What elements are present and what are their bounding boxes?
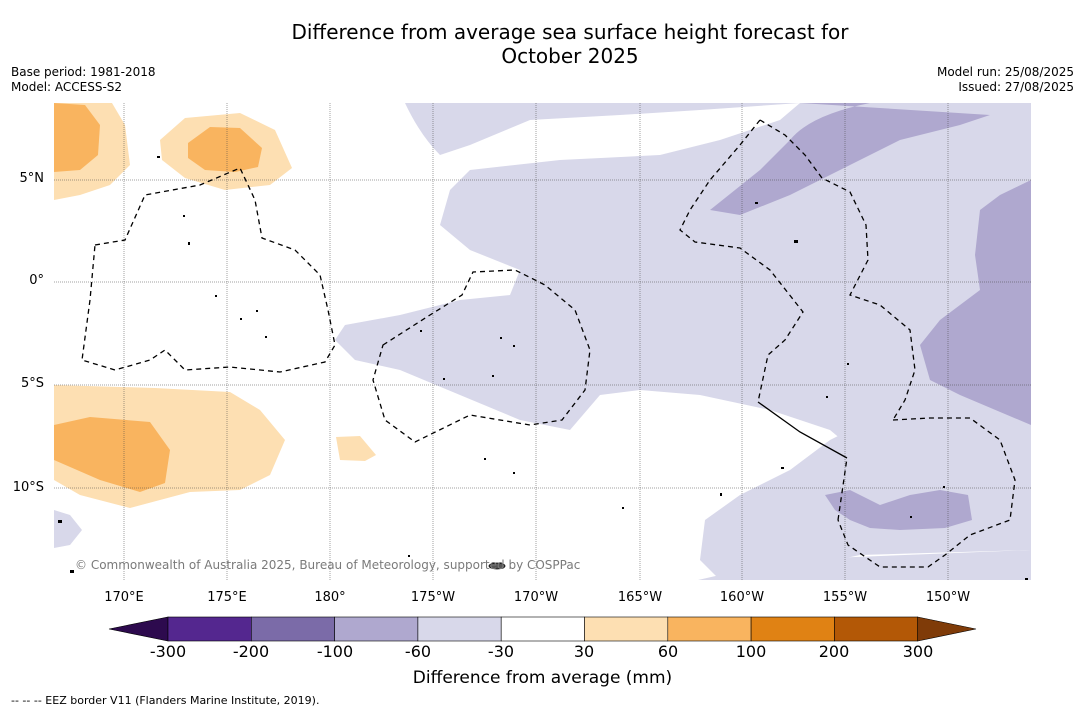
colorbar-bin	[500, 616, 585, 642]
eez-border-solid	[757, 401, 848, 459]
anomaly-region-orange-north	[188, 127, 262, 172]
colorbar-tick: 300	[902, 642, 934, 661]
colorbar-bin	[667, 616, 752, 642]
anomaly-region-light-orange-small	[336, 436, 376, 461]
lon-label: 170°W	[513, 590, 559, 605]
gridlines	[54, 103, 1031, 580]
model-name: Model: ACCESS-S2	[11, 80, 123, 94]
lon-label: 180°	[314, 590, 346, 605]
title-line-2: October 2025	[501, 44, 639, 68]
meta-right: Model run: 25/08/2025 Issued: 27/08/2025	[937, 65, 1074, 95]
eez-borders	[81, 119, 1016, 568]
anomaly-region-medium-purple-ne	[710, 103, 1031, 425]
anomaly-region-orange-sw	[54, 417, 170, 492]
colorbar-title: Difference from average (mm)	[412, 668, 673, 688]
colorbar	[108, 616, 977, 642]
colorbar-tick: 30	[573, 642, 595, 661]
colorbar-bin	[334, 616, 419, 642]
anomaly-region-medium-purple-se	[825, 490, 972, 530]
meta-left: Base period: 1981-2018 Model: ACCESS-S2	[11, 65, 156, 95]
colorbar-bin	[251, 616, 335, 642]
colorbar-bin	[834, 616, 919, 642]
islands	[58, 156, 1028, 580]
lat-label-5s: 5°S	[20, 376, 44, 391]
anomaly-region-light-purple-main	[335, 103, 1031, 580]
lon-label: 175°W	[410, 590, 456, 605]
lon-label: 165°W	[617, 590, 663, 605]
colorbar-tick: -60	[404, 642, 432, 661]
colorbar-tick: -300	[149, 642, 187, 661]
colorbar-below-min	[108, 616, 169, 642]
lat-label-0: 0°	[29, 273, 44, 288]
issued-date: Issued: 27/08/2025	[958, 80, 1074, 94]
eez-legend-note: -- -- -- EEZ border V11 (Flanders Marine…	[11, 694, 320, 707]
colorbar-tick: 200	[818, 642, 850, 661]
colorbar-bin	[167, 616, 252, 642]
base-period: Base period: 1981-2018	[11, 65, 156, 79]
lon-label: 175°E	[207, 590, 247, 605]
colorbar-bin	[417, 616, 502, 642]
lon-label: 155°W	[822, 590, 868, 605]
colorbar-above-max	[917, 616, 977, 642]
anomaly-region-light-purple-west	[54, 510, 82, 548]
colorbar-tick: -200	[232, 642, 270, 661]
colorbar-tick: 100	[735, 642, 767, 661]
lon-label: 170°E	[104, 590, 144, 605]
copyright-notice: © Commonwealth of Australia 2025, Bureau…	[75, 558, 581, 572]
anomaly-region-orange-nw	[54, 103, 100, 172]
colorbar-tick: 60	[657, 642, 679, 661]
title-line-1: Difference from average sea surface heig…	[291, 20, 849, 44]
lat-label-5n: 5°N	[19, 171, 45, 186]
colorbar-tick: -100	[316, 642, 354, 661]
colorbar-bin	[750, 616, 835, 642]
colorbar-tick: -30	[487, 642, 515, 661]
lat-label-10s: 10°S	[12, 480, 44, 495]
colorbar-bin	[584, 616, 669, 642]
chart-title: Difference from average sea surface heig…	[0, 20, 1085, 68]
model-run: Model run: 25/08/2025	[936, 65, 1074, 79]
lon-label: 150°W	[925, 590, 971, 605]
map-area	[54, 103, 1031, 580]
lon-label: 160°W	[719, 590, 765, 605]
